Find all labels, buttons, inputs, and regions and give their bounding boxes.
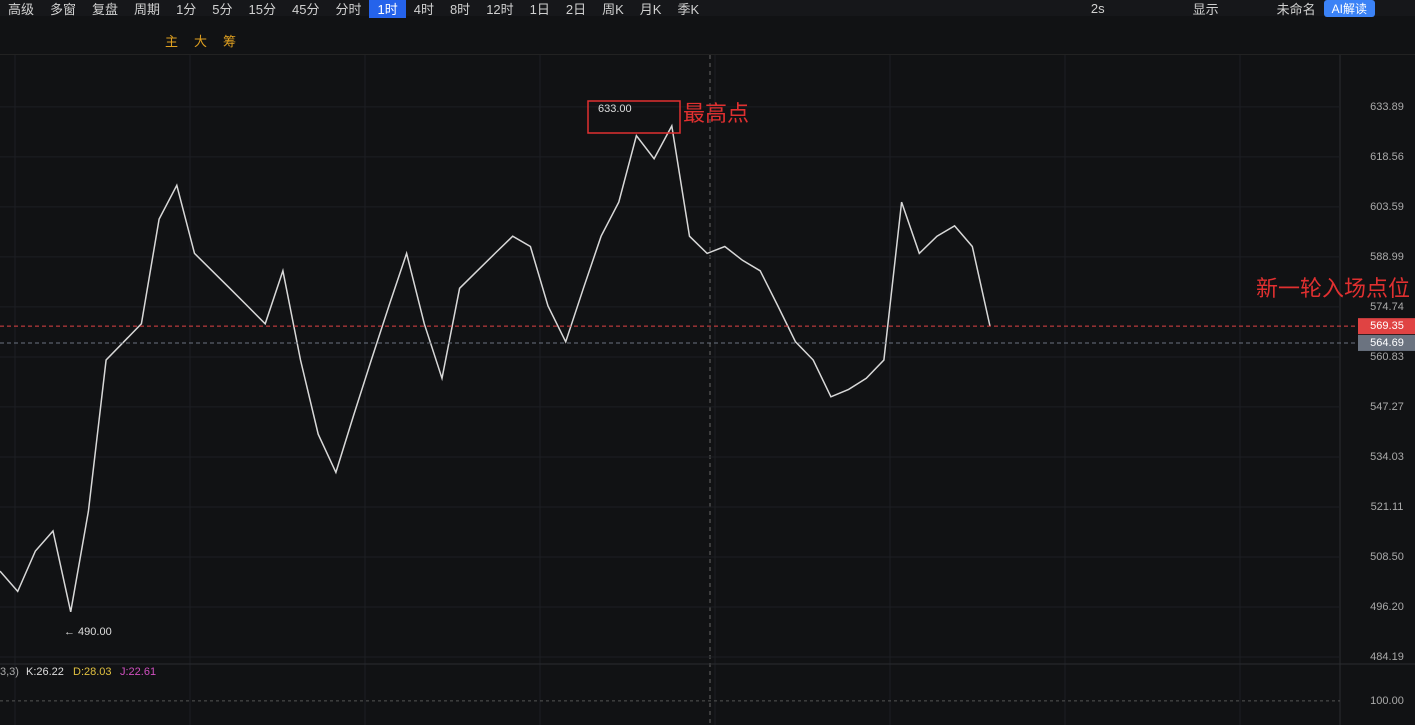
annotation: 633.00 [598,103,632,115]
period[interactable]: 1分 [176,1,197,17]
period[interactable]: 4时 [413,1,434,17]
kdj-params: 3,3) [0,666,19,678]
period[interactable]: 月K [639,1,662,17]
highlight-box [587,100,681,134]
refresh[interactable]: 2s [1090,0,1105,16]
display[interactable]: 显示 [1192,1,1219,17]
period[interactable]: 分时 [335,1,362,17]
y-tick-label: 547.27 [1370,401,1404,413]
tool[interactable]: 大 [194,33,208,49]
y-tick-label: 560.83 [1370,351,1404,363]
y-tick-label: 588.99 [1370,251,1404,263]
y-tick-label: 508.50 [1370,551,1404,563]
period[interactable]: 5分 [212,1,233,17]
annotation: ← 490.00 [64,626,112,638]
y-tick-label: 100.00 [1370,695,1404,707]
kdj-j: J:22.61 [120,666,156,678]
draw-toolbar: 主 大 筹 [0,26,1415,55]
period[interactable]: 15分 [248,1,276,17]
tool[interactable]: 主 [165,33,179,49]
period-list: 1分 5分 15分 45分 分时 1时 4时 8时 12时 1日 2日 周K 月K 季K [168,0,707,18]
y-tick-label: 603.59 [1370,201,1404,213]
tab[interactable]: 复盘 [92,1,119,17]
y-tick-label: 521.11 [1371,501,1404,513]
period[interactable]: 8时 [449,1,471,17]
period[interactable]: 2日 [565,1,587,17]
layout-name[interactable]: 未命名 [1276,1,1316,17]
tab[interactable]: 周期 [134,1,161,17]
period[interactable]: 45分 [292,1,320,17]
chart: 633.89 618.56 603.59 588.99 574.74 560.83 547.… [0,55,1415,725]
annotation-note: 新一轮入场点位 [1256,276,1410,301]
period[interactable]: 季K [677,1,700,17]
price-tag [1358,334,1415,351]
y-tick-label: 633.89 [1370,101,1404,113]
period[interactable]: 12时 [486,1,514,17]
tool[interactable]: 筹 [223,33,237,49]
y-tick-label: 496.20 [1370,601,1404,613]
tab[interactable]: 多窗 [50,1,77,17]
ai-button[interactable]: AI解读 [1323,0,1375,17]
price-tag-label: 569.35 [1370,320,1404,332]
y-tick-label: 534.03 [1370,451,1404,463]
price-line [0,123,991,613]
kdj-k: K:26.22 [26,666,64,678]
period[interactable]: 周K [602,1,624,17]
y-tick-label: 574.74 [1370,301,1404,313]
y-tick-label: 618.56 [1370,151,1404,163]
annotation-note: 最高点 [683,101,749,126]
kdj-d: D:28.03 [73,666,112,678]
y-tick-label: 484.19 [1370,651,1404,663]
tab[interactable]: 高级 [8,1,35,17]
price-tag-label: 564.69 [1370,337,1404,349]
period[interactable]: 1时 [369,0,406,18]
price-tag [1358,318,1415,335]
period[interactable]: 1日 [529,1,550,17]
top-toolbar: 高级 多窗 复盘 周期 1分 5分 15分 45分 分时 1时 4时 8时 12时 1日 2日 周K 月… [0,0,1415,18]
